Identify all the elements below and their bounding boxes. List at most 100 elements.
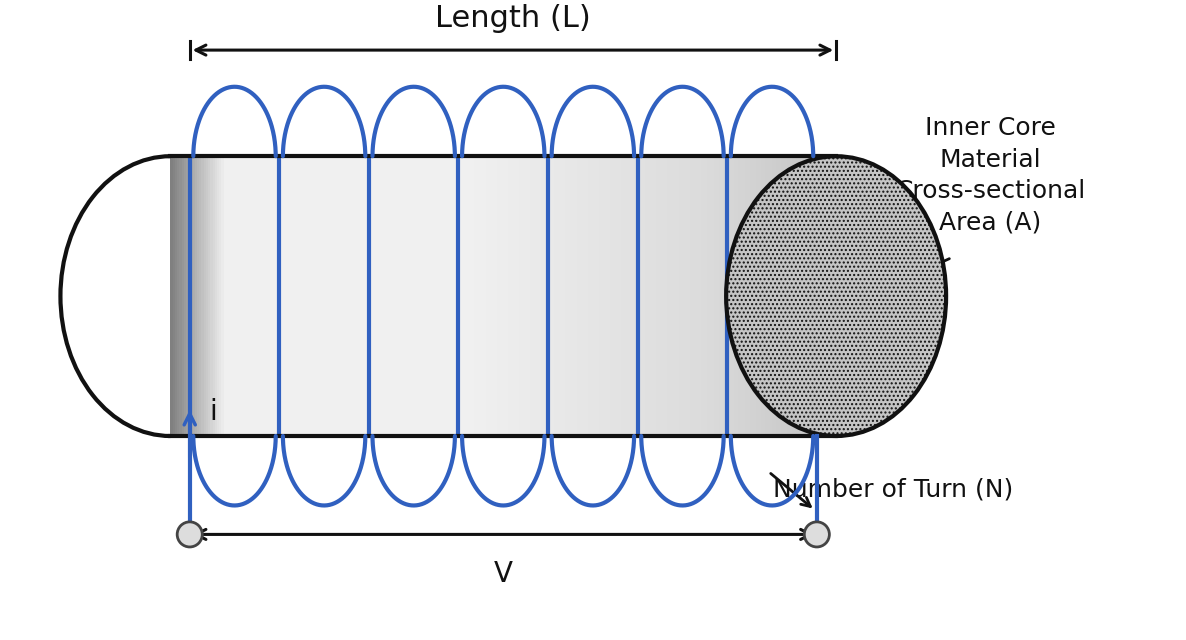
Polygon shape (601, 156, 604, 436)
Polygon shape (599, 156, 601, 436)
Polygon shape (543, 156, 546, 436)
Polygon shape (635, 156, 637, 436)
Polygon shape (192, 156, 195, 436)
Polygon shape (408, 156, 410, 436)
Polygon shape (370, 156, 372, 436)
Polygon shape (434, 156, 436, 436)
Polygon shape (397, 156, 398, 436)
Polygon shape (648, 156, 650, 436)
Polygon shape (655, 156, 656, 436)
Polygon shape (793, 156, 796, 436)
Polygon shape (240, 156, 242, 436)
Polygon shape (701, 156, 703, 436)
Polygon shape (215, 156, 217, 436)
Polygon shape (255, 156, 257, 436)
Polygon shape (171, 156, 173, 436)
Polygon shape (275, 156, 278, 436)
Polygon shape (709, 156, 712, 436)
Polygon shape (747, 156, 750, 436)
Polygon shape (610, 156, 612, 436)
Polygon shape (790, 156, 792, 436)
Polygon shape (503, 156, 505, 436)
Polygon shape (707, 156, 709, 436)
Polygon shape (477, 156, 479, 436)
Polygon shape (436, 156, 439, 436)
Polygon shape (177, 156, 179, 436)
Polygon shape (541, 156, 543, 436)
Polygon shape (535, 156, 536, 436)
Polygon shape (432, 156, 434, 436)
Polygon shape (314, 156, 317, 436)
Polygon shape (334, 156, 337, 436)
Polygon shape (232, 156, 235, 436)
Polygon shape (479, 156, 482, 436)
Polygon shape (403, 156, 406, 436)
Polygon shape (308, 156, 311, 436)
Polygon shape (431, 156, 432, 436)
Polygon shape (521, 156, 523, 436)
Polygon shape (266, 156, 268, 436)
Polygon shape (750, 156, 752, 436)
Polygon shape (550, 156, 553, 436)
Polygon shape (304, 156, 306, 436)
Polygon shape (772, 156, 774, 436)
Polygon shape (607, 156, 610, 436)
Polygon shape (224, 156, 225, 436)
Polygon shape (482, 156, 484, 436)
Polygon shape (485, 156, 487, 436)
Text: Inner Core
Material
Cross-sectional
Area (A): Inner Core Material Cross-sectional Area… (895, 116, 1085, 235)
Polygon shape (729, 156, 732, 436)
Polygon shape (472, 156, 474, 436)
Polygon shape (330, 156, 332, 436)
Polygon shape (439, 156, 441, 436)
Polygon shape (638, 156, 640, 436)
Polygon shape (770, 156, 772, 436)
Circle shape (804, 522, 829, 547)
Polygon shape (568, 156, 569, 436)
Polygon shape (324, 156, 326, 436)
Polygon shape (217, 156, 219, 436)
Polygon shape (283, 156, 286, 436)
Polygon shape (533, 156, 535, 436)
Polygon shape (263, 156, 266, 436)
Polygon shape (663, 156, 665, 436)
Polygon shape (752, 156, 754, 436)
Polygon shape (643, 156, 645, 436)
Polygon shape (814, 156, 816, 436)
Polygon shape (623, 156, 625, 436)
Polygon shape (228, 156, 230, 436)
Polygon shape (197, 156, 199, 436)
Polygon shape (242, 156, 243, 436)
Polygon shape (449, 156, 452, 436)
Polygon shape (652, 156, 655, 436)
Polygon shape (395, 156, 397, 436)
Polygon shape (466, 156, 467, 436)
Polygon shape (495, 156, 497, 436)
Polygon shape (528, 156, 530, 436)
Polygon shape (716, 156, 719, 436)
Polygon shape (426, 156, 428, 436)
Polygon shape (457, 156, 459, 436)
Polygon shape (584, 156, 586, 436)
Polygon shape (672, 156, 674, 436)
Polygon shape (390, 156, 393, 436)
Polygon shape (441, 156, 444, 436)
Polygon shape (805, 156, 808, 436)
Polygon shape (699, 156, 701, 436)
Polygon shape (637, 156, 638, 436)
Polygon shape (834, 156, 836, 436)
Polygon shape (712, 156, 714, 436)
Polygon shape (210, 156, 212, 436)
Polygon shape (554, 156, 556, 436)
Polygon shape (273, 156, 275, 436)
Polygon shape (576, 156, 579, 436)
Polygon shape (377, 156, 380, 436)
Polygon shape (380, 156, 381, 436)
Polygon shape (406, 156, 408, 436)
Polygon shape (630, 156, 632, 436)
Polygon shape (357, 156, 359, 436)
Polygon shape (306, 156, 308, 436)
Polygon shape (765, 156, 767, 436)
Polygon shape (563, 156, 566, 436)
Polygon shape (674, 156, 676, 436)
